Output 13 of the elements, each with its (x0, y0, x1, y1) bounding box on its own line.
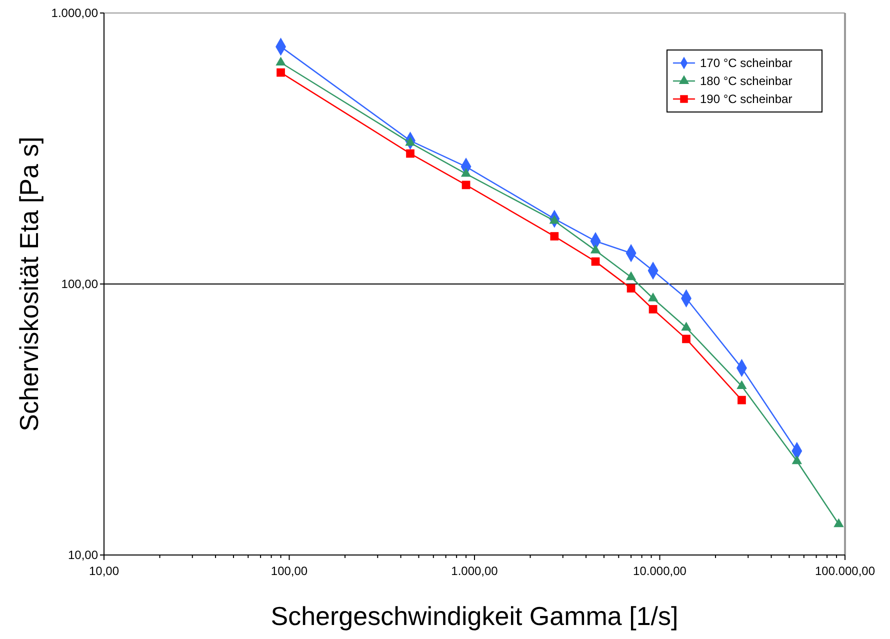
y-tick-label: 100,00 (61, 277, 98, 291)
y-axis-title: Scherviskosität Eta [Pa s] (14, 136, 44, 432)
x-axis-title: Schergeschwindigkeit Gamma [1/s] (270, 601, 678, 631)
y-tick-label: 10,00 (68, 548, 98, 562)
x-tick-label: 10.000,00 (633, 564, 687, 578)
x-tick-label: 10,00 (88, 564, 120, 578)
x-tick-label: 100,00 (270, 564, 308, 578)
legend-label: 170 °C scheinbar (700, 56, 792, 70)
x-tick-label: 1.000,00 (451, 564, 498, 578)
legend-label: 180 °C scheinbar (700, 74, 792, 88)
legend-label: 190 °C scheinbar (700, 92, 792, 106)
x-tick-label: 100.000,00 (814, 564, 876, 578)
y-tick-label: 1.000,00 (51, 6, 98, 20)
